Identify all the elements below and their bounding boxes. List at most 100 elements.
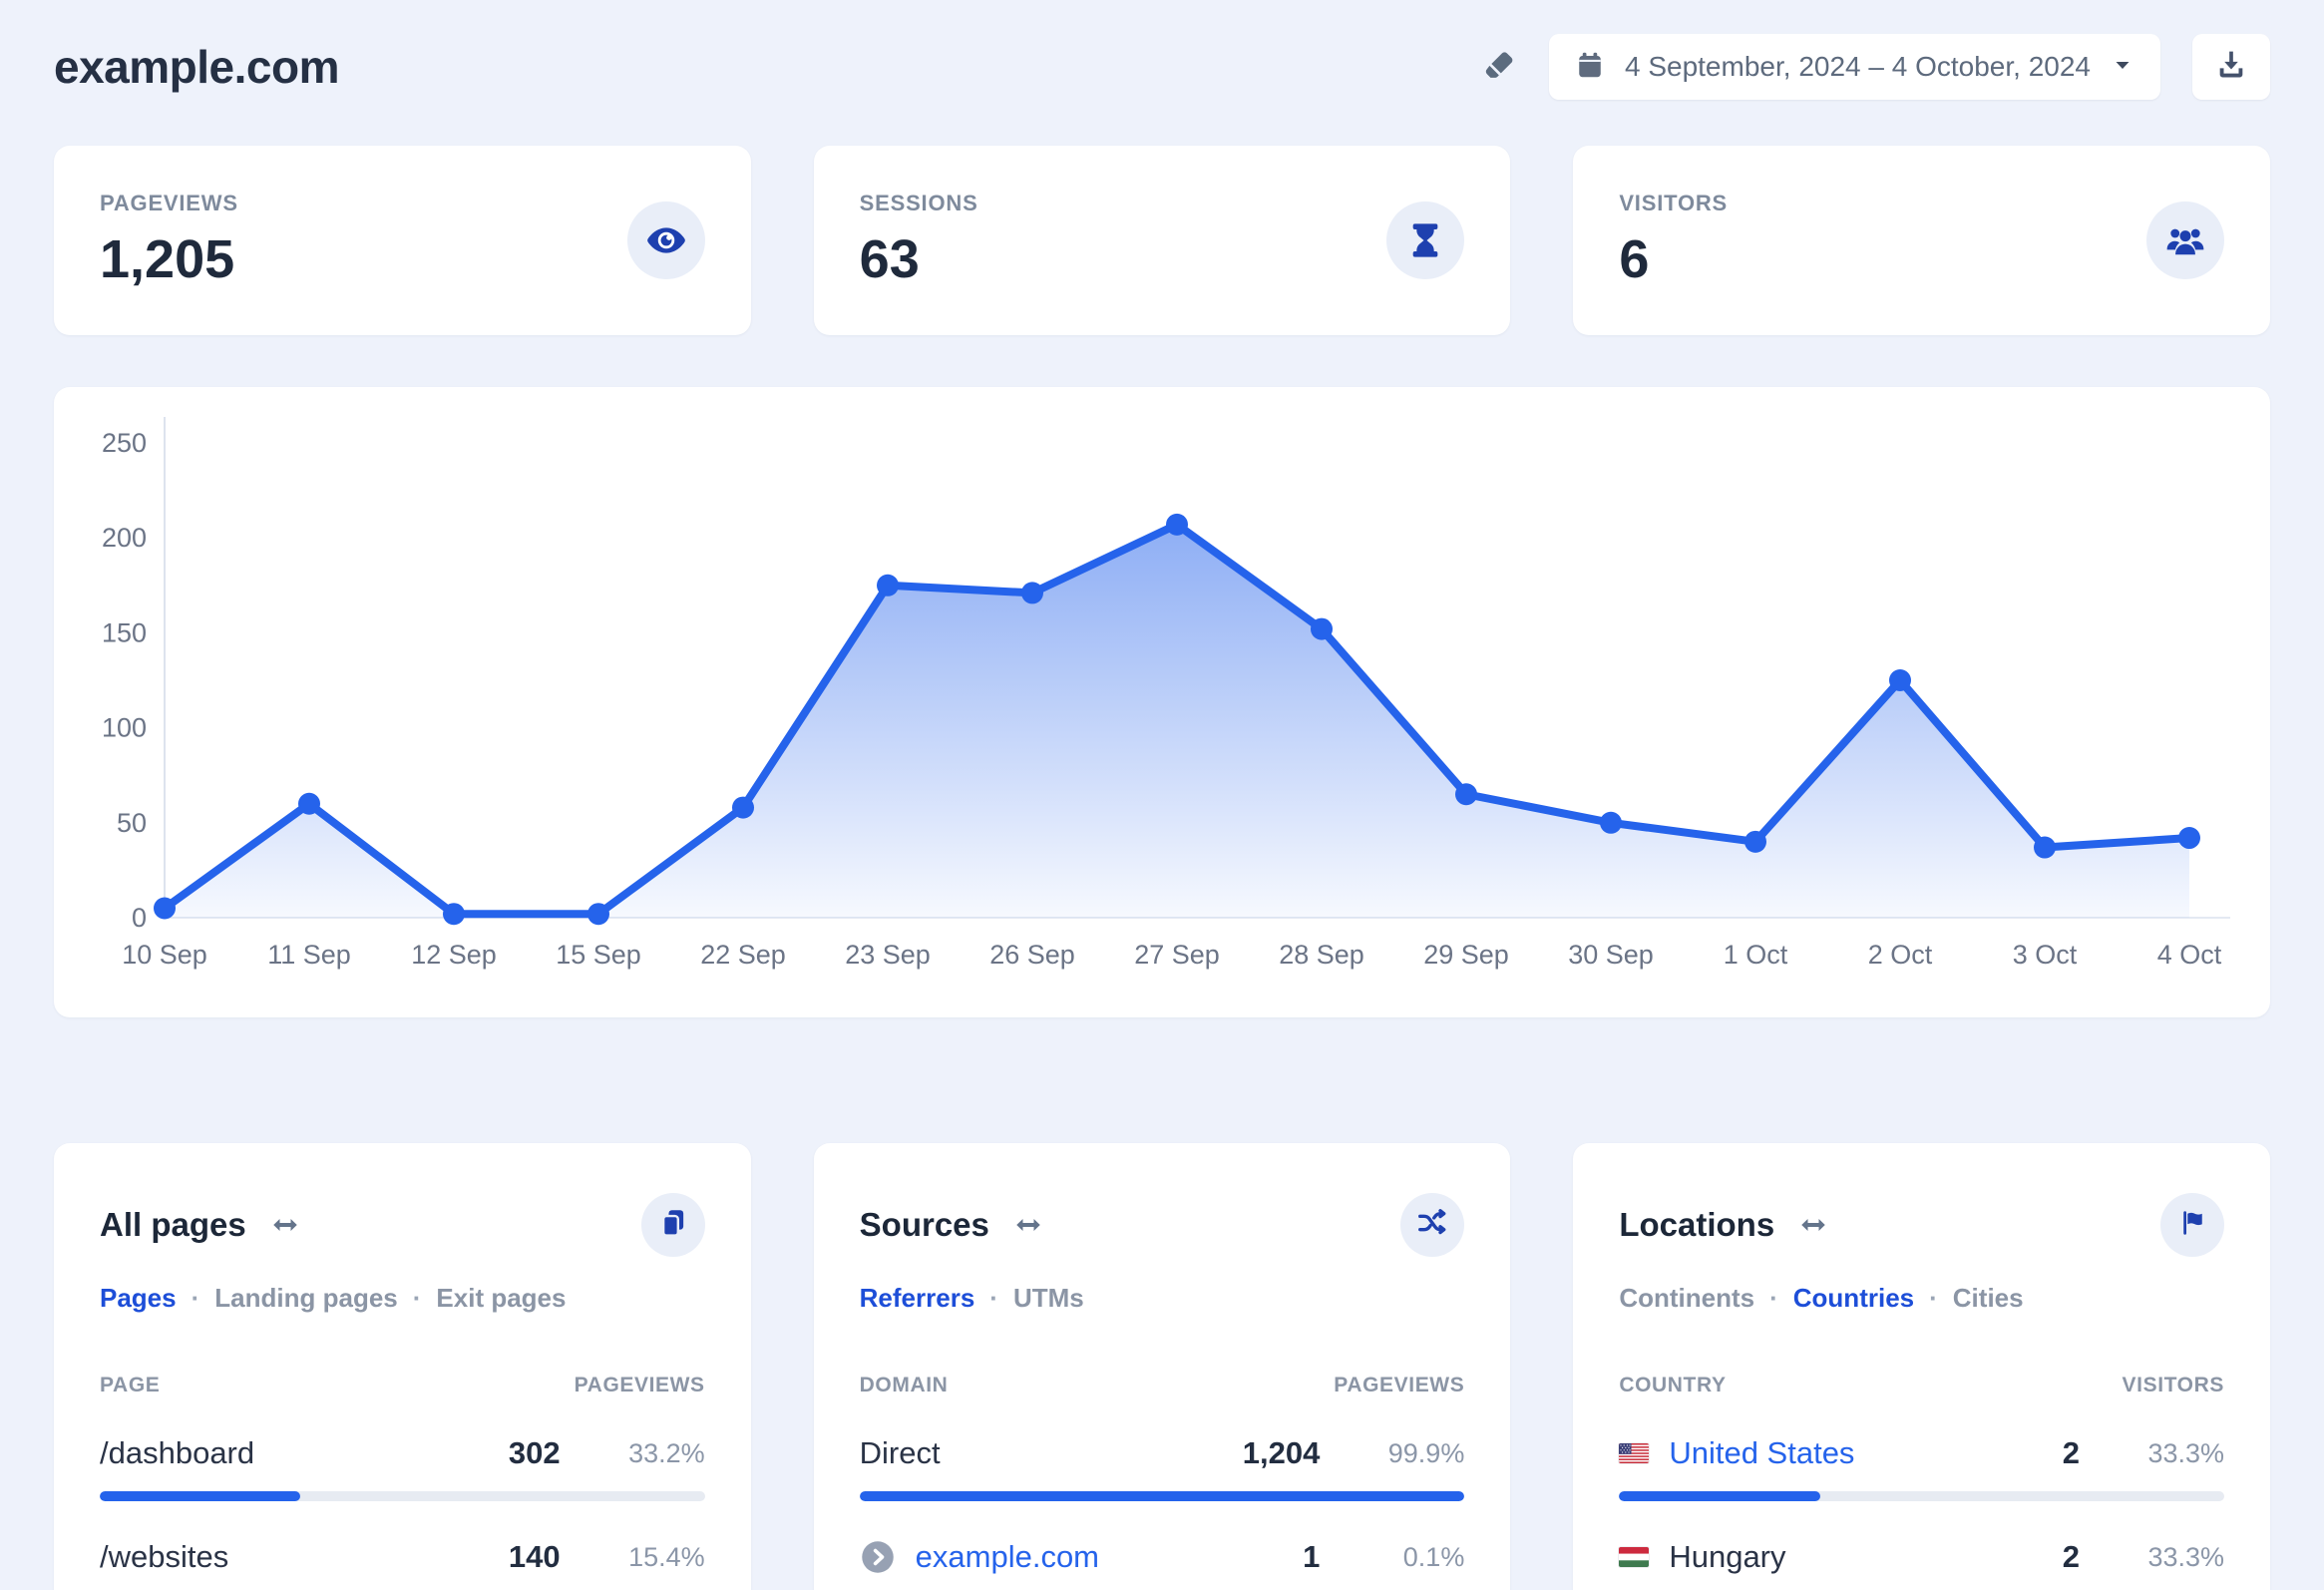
stat-text: VISITORS 6 [1619,191,1728,290]
data-point[interactable] [1311,617,1333,640]
x-tick-label: 22 Sep [700,940,786,970]
people-group-icon [2146,201,2224,279]
data-point[interactable] [1455,783,1477,806]
data-point[interactable] [1166,513,1188,536]
row-percent: 33.3% [2147,1437,2224,1468]
row-percent: 33.3% [2147,1541,2224,1572]
tab-continents[interactable]: Continents [1619,1283,1755,1313]
x-tick-label: 12 Sep [411,940,497,970]
data-point[interactable] [732,796,754,819]
row-value: 1,204 [1242,1435,1321,1470]
source-name: Direct [859,1435,941,1470]
arrows-left-right-icon [1798,1210,1828,1240]
locations-tabs: Continents Countries Cities [1619,1283,2224,1314]
chart-area-fill [165,524,2189,918]
tab-landing-pages[interactable]: Landing pages [177,1283,397,1314]
y-tick-label: 0 [132,903,147,933]
row-value: 1 [1303,1539,1321,1574]
data-point[interactable] [154,897,176,920]
stat-card-visitors: VISITORS 6 [1573,146,2270,335]
data-point[interactable] [1889,669,1911,691]
hungary-flag-icon [1619,1547,1650,1567]
row-value: 302 [508,1435,561,1470]
tab-pages[interactable]: Pages [100,1283,177,1313]
tab-countries[interactable]: Countries [1754,1283,1914,1314]
column-header: DOMAIN [859,1374,949,1396]
column-header: PAGEVIEWS [574,1374,705,1396]
x-tick-label: 27 Sep [1134,940,1220,970]
column-header: PAGEVIEWS [1334,1374,1465,1396]
row-percent: 33.2% [628,1437,705,1468]
column-header: COUNTRY [1619,1374,1727,1396]
row-value: 2 [2062,1435,2080,1470]
shuffle-icon [1416,1207,1448,1244]
source-link[interactable]: example.com [860,1539,1211,1575]
column-header: VISITORS [2122,1374,2224,1396]
panel-sources: Sources [813,1143,1511,1590]
source-name: example.com [915,1539,1100,1574]
y-tick-label: 100 [102,713,147,743]
download-button[interactable] [2192,34,2270,100]
table-header: PAGE PAGEVIEWS [100,1374,705,1397]
stat-value: 6 [1619,229,1650,289]
header: example.com [0,0,2324,100]
data-point[interactable] [1744,830,1766,853]
table-row: /dashboard 302 33.2% [100,1435,705,1501]
table-row: /websites 140 15.4% [100,1539,705,1590]
table-row: Direct 1,204 99.9% [859,1435,1465,1501]
sources-panel-action-button[interactable] [1400,1193,1465,1257]
data-point[interactable] [2034,836,2056,859]
calendar-icon [1575,50,1605,85]
tab-cities[interactable]: Cities [1914,1283,2024,1314]
country-name: United States [1669,1435,1855,1470]
area-chart-svg[interactable]: 0 50 100 150 200 250 10 Sep 11 Sep 12 Sep 15 Sep 2… [54,387,2270,1017]
date-range-picker[interactable]: 4 September, 2024 – 4 October, 2024 [1548,34,2160,100]
data-point[interactable] [443,903,465,926]
x-tick-label: 28 Sep [1279,940,1364,970]
data-point[interactable] [1600,811,1622,834]
data-point[interactable] [2178,827,2200,850]
x-tick-label: 4 Oct [2157,940,2222,970]
arrows-left-right-icon [1013,1210,1043,1240]
country-name: Hungary [1669,1539,1786,1574]
data-point[interactable] [877,574,899,596]
flag-icon [2177,1208,2207,1243]
x-tick-label: 30 Sep [1568,940,1654,970]
stat-label: VISITORS [1619,191,1729,215]
row-percent: 99.9% [1387,1437,1465,1468]
y-tick-label: 250 [102,428,147,458]
data-point[interactable] [587,903,609,926]
pages-panel-action-button[interactable] [640,1193,705,1257]
eraser-button[interactable] [1481,47,1517,88]
panel-locations: Locations Continents Countries Cities [1573,1143,2270,1590]
tab-referrers[interactable]: Referrers [859,1283,975,1313]
table-header: COUNTRY VISITORS [1619,1374,2224,1397]
page-title: example.com [54,41,339,93]
table-row: Hungary 2 33.3% [1619,1539,2224,1590]
tab-exit-pages[interactable]: Exit pages [398,1283,566,1314]
stat-label: PAGEVIEWS [100,191,238,215]
locations-panel-action-button[interactable] [2160,1193,2224,1257]
panel-head: All pages [100,1193,705,1257]
y-tick-label: 50 [117,808,147,838]
data-point[interactable] [1021,582,1043,604]
column-header: PAGE [100,1374,161,1396]
pageviews-area-chart[interactable]: 0 50 100 150 200 250 10 Sep 11 Sep 12 Sep 15 Sep 2… [54,387,2270,1017]
data-point[interactable] [298,792,320,815]
stat-text: PAGEVIEWS 1,205 [100,191,238,290]
country-link[interactable]: United States [1619,1435,1970,1471]
x-tick-label: 11 Sep [267,940,351,970]
panel-title: Sources [859,1206,989,1243]
row-percent: 0.1% [1402,1541,1465,1572]
pageviews-chart-card: 0 50 100 150 200 250 10 Sep 11 Sep 12 Sep 15 Sep 2… [54,387,2270,1017]
stat-label: SESSIONS [859,191,978,215]
x-tick-label: 1 Oct [1724,940,1788,970]
sources-tabs: Referrers UTMs [860,1283,1465,1314]
stat-card-sessions: SESSIONS 63 [813,146,1511,335]
tab-utms[interactable]: UTMs [974,1283,1084,1314]
chevron-circle-icon [860,1539,896,1575]
breakdown-panels: All pages Pages Landing pages Exit pa [54,1143,2270,1590]
panel-title: Locations [1619,1206,1775,1243]
progress-bar [859,1491,1465,1501]
